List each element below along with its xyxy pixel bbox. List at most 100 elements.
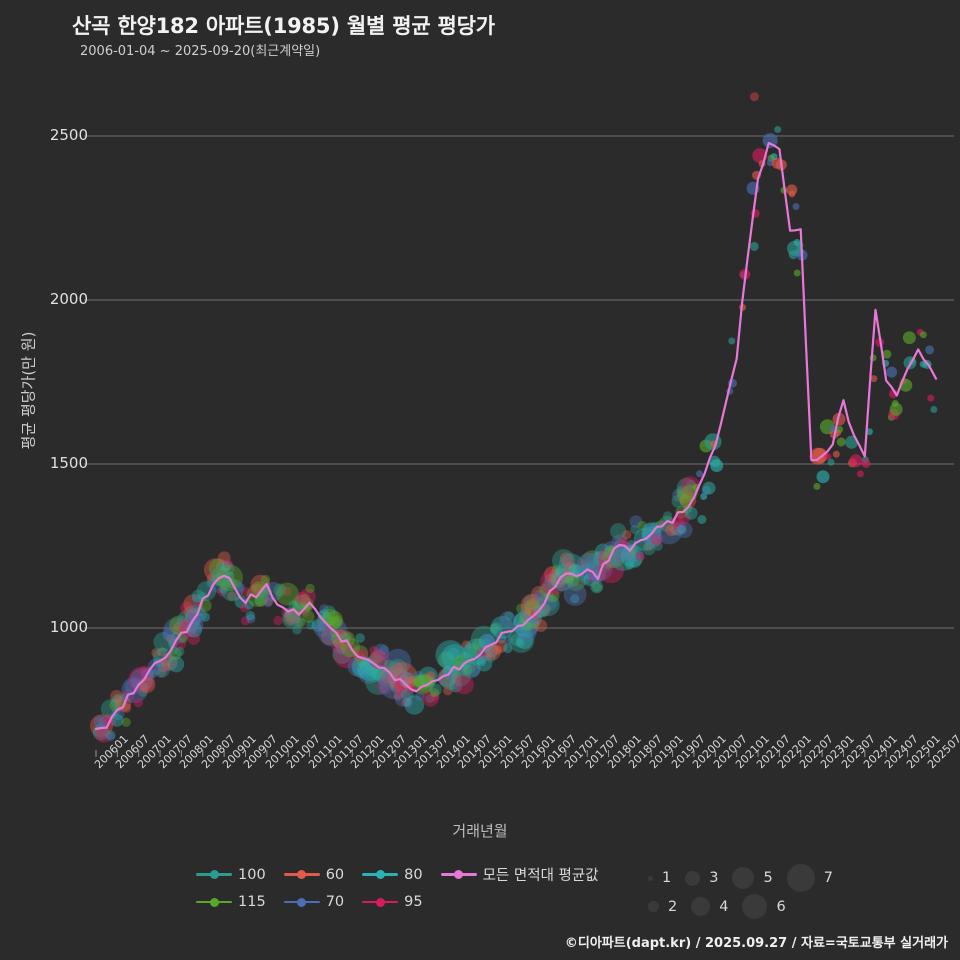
scatter-point xyxy=(369,651,383,665)
scatter-point xyxy=(441,644,468,671)
legend-item-80[interactable]: 80 xyxy=(362,867,423,883)
scatter-point xyxy=(198,592,208,602)
scatter-point xyxy=(536,593,560,617)
scatter-point xyxy=(200,612,210,622)
scatter-point xyxy=(641,526,662,546)
scatter-point xyxy=(331,643,342,653)
scatter-point xyxy=(684,506,698,520)
scatter-point xyxy=(106,730,116,740)
scatter-point xyxy=(121,717,131,727)
scatter-point xyxy=(139,676,156,694)
scatter-point xyxy=(376,678,394,695)
scatter-point xyxy=(98,717,109,727)
size-legend-label: 3 xyxy=(709,870,719,886)
scatter-point xyxy=(379,669,409,700)
scatter-point xyxy=(563,582,587,606)
legend-item-100[interactable]: 100 xyxy=(196,867,266,883)
y-tick-label: 1500 xyxy=(49,454,88,472)
scatter-point xyxy=(702,481,716,495)
scatter-point xyxy=(372,649,386,663)
legend-swatch-icon xyxy=(196,868,232,882)
legend-item-60[interactable]: 60 xyxy=(283,867,344,883)
scatter-point xyxy=(221,562,231,572)
legend-item-115[interactable]: 115 xyxy=(196,894,266,910)
scatter-point xyxy=(222,561,232,571)
legend-item-70[interactable]: 70 xyxy=(283,894,345,910)
scatter-point xyxy=(438,651,455,668)
scatter-point xyxy=(218,560,235,577)
scatter-point xyxy=(295,591,309,605)
scatter-point xyxy=(166,634,176,644)
legend-item-95[interactable]: 95 xyxy=(362,894,423,910)
scatter-point xyxy=(322,611,332,622)
scatter-point xyxy=(476,645,493,662)
scatter-point xyxy=(355,633,365,643)
scatter-point xyxy=(592,582,602,592)
scatter-point xyxy=(319,604,329,614)
scatter-point xyxy=(451,673,461,683)
size-legend-item-6: 6 xyxy=(742,894,786,919)
scatter-point xyxy=(187,632,201,645)
scatter-point xyxy=(614,541,635,562)
scatter-point xyxy=(602,562,612,572)
scatter-point xyxy=(275,582,299,606)
scatter-point xyxy=(464,642,481,660)
scatter-point xyxy=(328,616,341,630)
scatter-point xyxy=(254,596,265,606)
scatter-point xyxy=(665,523,678,537)
size-legend-item-7: 7 xyxy=(786,864,833,892)
y-tick-label: 1000 xyxy=(49,618,88,636)
scatter-point xyxy=(90,714,113,738)
scatter-point xyxy=(332,644,353,664)
scatter-point xyxy=(816,470,830,484)
scatter-point xyxy=(153,632,173,652)
scatter-point xyxy=(384,648,412,676)
scatter-point xyxy=(317,622,327,632)
scatter-point xyxy=(300,593,310,603)
scatter-point xyxy=(870,375,878,383)
scatter-point xyxy=(435,640,466,670)
scatter-point xyxy=(594,543,612,560)
scatter-point xyxy=(629,515,643,528)
scatter-point xyxy=(675,485,689,499)
size-legend-label: 1 xyxy=(662,870,672,886)
scatter-point xyxy=(376,666,397,687)
scatter-point xyxy=(610,523,627,540)
scatter-point xyxy=(111,707,125,721)
scatter-point xyxy=(650,532,664,546)
scatter-point xyxy=(313,620,330,638)
scatter-point xyxy=(583,573,597,587)
scatter-point xyxy=(138,687,148,697)
scatter-point xyxy=(339,641,349,652)
scatter-point xyxy=(403,698,413,708)
scatter-point xyxy=(466,644,480,658)
scatter-point xyxy=(620,544,644,568)
scatter-point xyxy=(315,617,329,630)
scatter-point xyxy=(157,667,167,678)
scatter-point xyxy=(180,601,194,615)
scatter-point xyxy=(379,645,389,655)
scatter-point xyxy=(644,541,654,551)
size-legend-bubble-icon xyxy=(742,894,768,919)
scatter-point xyxy=(172,621,186,635)
scatter-point xyxy=(525,598,542,615)
legend-label: 70 xyxy=(325,894,345,910)
scatter-point xyxy=(630,524,640,535)
scatter-point xyxy=(662,511,673,521)
scatter-point xyxy=(401,697,412,707)
scatter-point xyxy=(169,615,189,636)
scatter-point xyxy=(520,607,537,625)
scatter-point xyxy=(637,520,647,531)
scatter-point xyxy=(832,450,840,458)
scatter-point xyxy=(749,241,759,251)
scatter-point xyxy=(306,620,316,630)
scatter-point xyxy=(626,540,637,550)
scatter-point xyxy=(547,578,558,588)
scatter-point xyxy=(390,661,403,675)
scatter-point xyxy=(461,640,472,650)
scatter-point xyxy=(490,616,514,639)
average-line xyxy=(94,141,938,731)
legend-item-모든-면적대-평균값[interactable]: 모든 면적대 평균값 xyxy=(440,864,599,885)
scatter-point xyxy=(676,521,693,539)
scatter-point xyxy=(463,663,473,673)
